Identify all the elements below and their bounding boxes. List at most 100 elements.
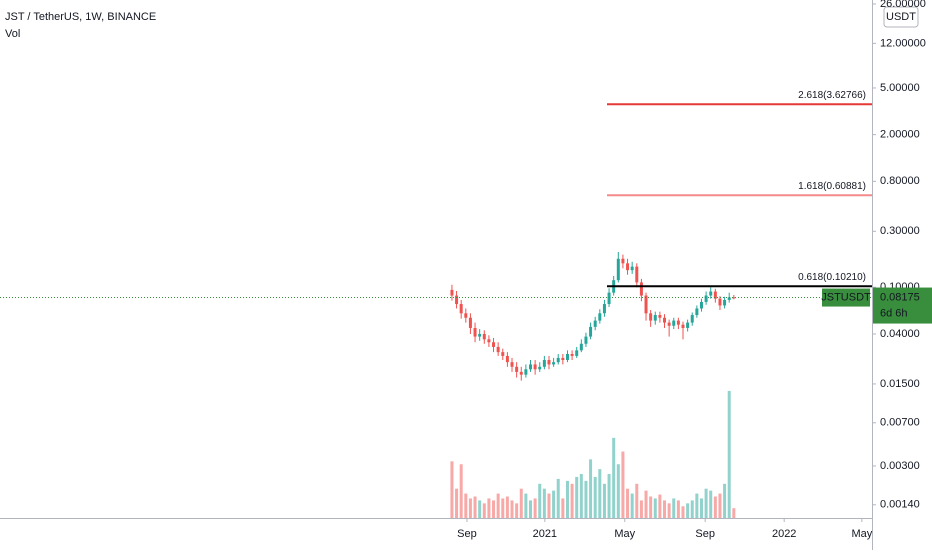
volume-bar (686, 503, 690, 518)
symbol-box (822, 288, 870, 307)
candle-body (602, 304, 606, 314)
candle-body (455, 295, 459, 305)
volume-bar (663, 500, 667, 518)
candle-body (464, 313, 468, 318)
volume-bar (482, 503, 486, 518)
x-tick-label: May (851, 528, 872, 540)
volume-bar (556, 478, 560, 518)
candle-body (519, 371, 523, 375)
y-tick-label: 0.00300 (880, 460, 920, 472)
volume-bar (519, 488, 523, 518)
volume-bar (593, 476, 597, 518)
candle-body (501, 352, 505, 356)
candle-body (487, 339, 491, 343)
candle-body (556, 357, 560, 363)
volume-bar (579, 474, 583, 518)
volume-bar (565, 480, 569, 518)
candle-body (473, 327, 477, 337)
volume-bar (709, 490, 713, 518)
volume-label: Vol (5, 28, 20, 40)
candle-body (690, 315, 694, 323)
candle-body (630, 266, 634, 271)
volume-bar (575, 476, 579, 518)
volume-bar (501, 498, 505, 518)
currency-box[interactable] (883, 6, 919, 28)
candle-body (672, 320, 676, 326)
candle-body (649, 313, 653, 321)
volume-bar (473, 496, 477, 518)
candle-body (589, 326, 593, 337)
volume-bar (464, 493, 468, 518)
volume-bar (598, 469, 602, 518)
candle-body (621, 258, 625, 264)
candle-body (496, 346, 500, 353)
candle-body (658, 315, 662, 318)
volume-bar (612, 437, 616, 518)
x-tick-label: Sep (695, 528, 715, 540)
volume-bar (649, 496, 653, 518)
volume-bar (690, 500, 694, 518)
candle-body (732, 297, 736, 299)
symbol-label: JSTUSDT (821, 291, 871, 303)
candle-body (667, 322, 671, 326)
volume-bar (492, 500, 496, 518)
volume-bar (455, 488, 459, 518)
y-tick-label: 0.80000 (880, 175, 920, 187)
volume-bar (533, 498, 537, 518)
volume-bar (589, 459, 593, 518)
volume-bar (723, 483, 727, 518)
candle-body (676, 320, 680, 325)
candle-body (635, 266, 639, 283)
fib-label: 1.618(0.60881) (798, 181, 866, 192)
candle-body (584, 336, 588, 344)
fib-label: 2.618(3.62766) (798, 90, 866, 101)
candle-body (510, 362, 514, 367)
fib-label: 0.618(0.10210) (798, 272, 866, 283)
chart-title: JST / TetherUS, 1W, BINANCE (5, 11, 156, 23)
candle-body (515, 366, 519, 372)
currency[interactable]: USDT (886, 11, 916, 23)
volume-bar (468, 498, 472, 518)
candle-body (598, 313, 602, 321)
candle-body (727, 297, 731, 300)
volume-bar (524, 493, 528, 518)
volume-bar (630, 493, 634, 518)
volume-bar (616, 464, 620, 518)
candle-body (593, 320, 597, 327)
candle-body (524, 369, 528, 375)
candle-body (681, 324, 685, 328)
volume-bar (547, 493, 551, 518)
candle-body (492, 342, 496, 347)
candle-body (695, 308, 699, 316)
candle-body (713, 291, 717, 299)
candle-body (639, 282, 643, 296)
y-tick-label: 5.00000 (880, 82, 920, 94)
candle-body (538, 366, 542, 370)
last-price-label: 0.08175 (880, 291, 920, 303)
volume-bar (584, 480, 588, 518)
volume-bar (713, 496, 717, 518)
volume-bar (667, 503, 671, 518)
volume-bar (538, 483, 542, 518)
last-price-box (873, 287, 932, 324)
countdown: 6d 6h (880, 307, 908, 319)
x-tick-label: 2022 (772, 528, 796, 540)
y-tick-label: 2.00000 (880, 129, 920, 141)
x-tick-label: Sep (457, 528, 477, 540)
volume-bar (487, 498, 491, 518)
volume-bar (459, 464, 463, 518)
candle-body (570, 353, 574, 356)
volume-bar (704, 488, 708, 518)
candle-body (686, 322, 690, 328)
candle-body (723, 299, 727, 306)
candle-body (653, 315, 657, 321)
candle-body (552, 362, 556, 365)
volume-bar (510, 500, 514, 518)
volume-bar (478, 500, 482, 518)
candle-body (718, 298, 722, 306)
candle-body (468, 317, 472, 328)
volume-bar (732, 508, 736, 518)
volume-bar (529, 500, 533, 518)
y-tick-label: 0.04000 (880, 328, 920, 340)
